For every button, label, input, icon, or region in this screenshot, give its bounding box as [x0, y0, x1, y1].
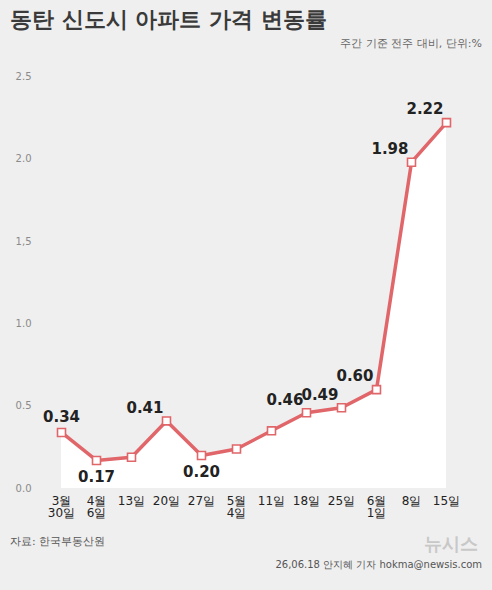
html-text:뉴시스: 뉴시스	[424, 533, 478, 554]
svg-text:0.0: 0.0	[16, 483, 32, 494]
svg-text:3월30일: 3월30일	[48, 494, 75, 520]
html-text:26,06.18 안지혜 기자 hokma@newsis.c: 26,06.18 안지혜 기자 hokma@newsis.com	[275, 559, 482, 570]
svg-text:1,5: 1,5	[16, 236, 32, 247]
svg-text:18일: 18일	[293, 494, 320, 508]
svg-text:0.34: 0.34	[43, 408, 80, 426]
svg-text:6월1일: 6월1일	[367, 494, 387, 520]
svg-text:0.49: 0.49	[301, 386, 338, 404]
svg-text:5월4일: 5월4일	[227, 494, 247, 520]
svg-text:0.60: 0.60	[336, 367, 373, 385]
svg-text:11일: 11일	[258, 494, 285, 508]
svg-text:1.98: 1.98	[371, 140, 408, 158]
svg-text:27일: 27일	[188, 494, 215, 508]
svg-text:25일: 25일	[328, 494, 355, 508]
svg-text:0.5: 0.5	[16, 400, 32, 411]
html-text:자료: 한국부동산원: 자료: 한국부동산원	[10, 535, 106, 548]
svg-text:0.20: 0.20	[183, 463, 220, 481]
svg-text:0.41: 0.41	[126, 399, 163, 417]
svg-text:2.5: 2.5	[16, 71, 32, 82]
svg-text:0.17: 0.17	[78, 468, 115, 486]
svg-text:2.0: 2.0	[16, 153, 32, 164]
svg-text:13일: 13일	[118, 494, 145, 508]
svg-text:8일: 8일	[402, 494, 422, 508]
svg-text:2.22: 2.22	[406, 100, 443, 118]
svg-text:0.46: 0.46	[266, 390, 303, 408]
svg-text:1.0: 1.0	[16, 318, 32, 329]
html-text:동탄 신도시 아파트 가격 변동률: 동탄 신도시 아파트 가격 변동률	[10, 7, 327, 32]
svg-text:20일: 20일	[153, 494, 180, 508]
svg-text:15일: 15일	[433, 494, 460, 508]
svg-text:4월6일: 4월6일	[87, 494, 107, 520]
html-text:주간 기준 전주 대비, 단위:%: 주간 기준 전주 대비, 단위:%	[340, 37, 482, 50]
